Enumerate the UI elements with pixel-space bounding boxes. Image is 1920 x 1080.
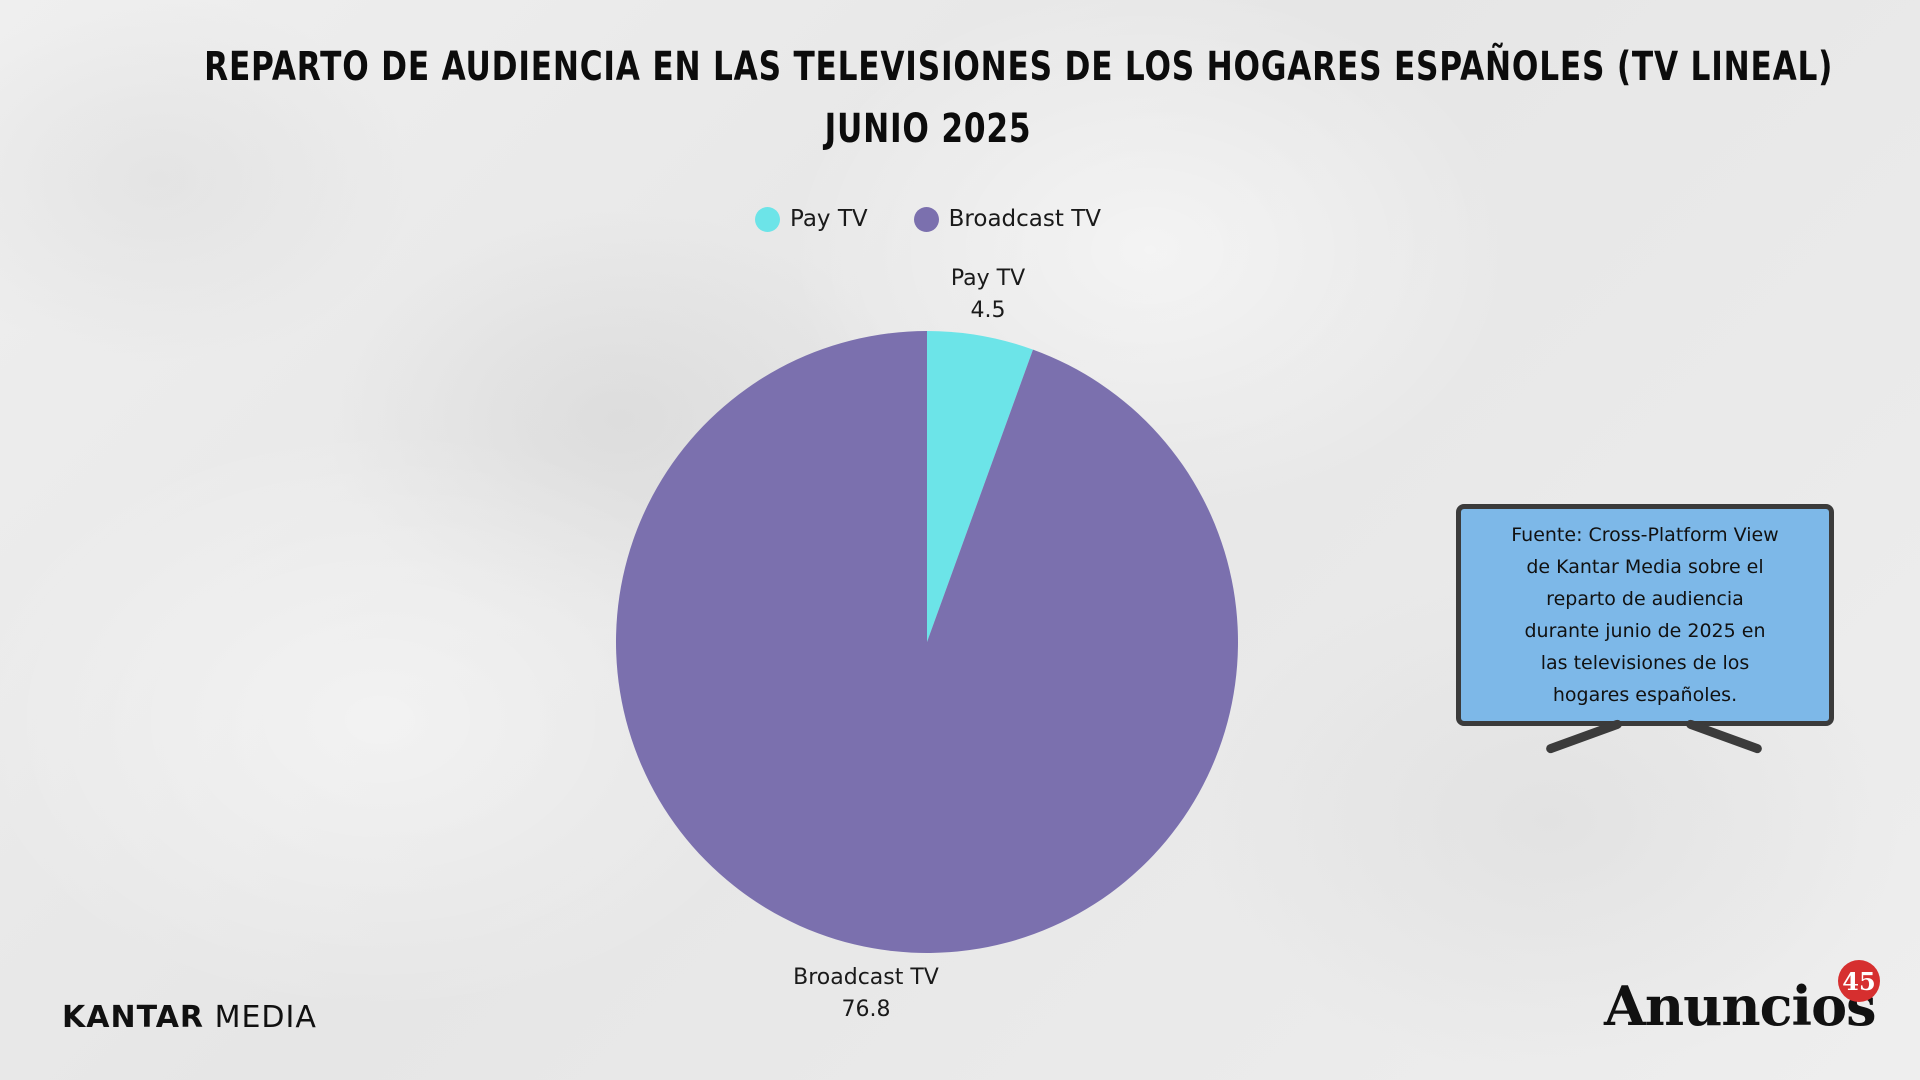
chart-title-line-2: JUNIO 2025 [824,106,1032,152]
legend-label-broadcast-tv: Broadcast TV [948,206,1101,232]
chart-legend: Pay TV Broadcast TV [755,206,1101,232]
tv-screen: Fuente: Cross-Platform View de Kantar Me… [1456,504,1834,726]
pie-slice-broadcast-tv [615,331,1238,953]
data-label-pay-tv-name: Pay TV [950,266,1026,291]
data-label-pay-tv: Pay TV 4.5 [951,263,1025,327]
source-note: Fuente: Cross-Platform View de Kantar Me… [1511,524,1779,706]
data-label-broadcast-tv-name: Broadcast TV [793,965,939,990]
kantar-logo-bold: KANTAR [62,1000,205,1035]
legend-label-pay-tv: Pay TV [790,206,868,232]
legend-item-pay-tv: Pay TV [755,206,868,232]
kantar-media-logo: KANTAR MEDIA [62,1000,317,1035]
legend-item-broadcast-tv: Broadcast TV [913,206,1101,232]
anuncios-badge: 45 [1838,960,1880,1002]
kantar-logo-regular: MEDIA [204,1000,317,1035]
anuncios-wordmark: Anuncios [1604,974,1876,1038]
source-tv-box: Fuente: Cross-Platform View de Kantar Me… [1456,504,1834,755]
chart-title: REPARTO DE AUDIENCIA EN LAS TELEVISIONES… [204,36,1834,160]
legend-swatch-broadcast-tv [913,206,939,232]
data-label-broadcast-tv-value: 76.8 [841,997,891,1022]
legend-swatch-pay-tv [755,206,780,232]
anuncios-logo: Anuncios 45 [1604,960,1884,1040]
data-label-broadcast-tv: Broadcast TV 76.8 [793,962,939,1026]
data-label-pay-tv-value: 4.5 [970,298,1006,323]
pie-slice-pay-tv [927,331,1033,642]
chart-title-line-1: REPARTO DE AUDIENCIA EN LAS TELEVISIONES… [204,44,1834,90]
